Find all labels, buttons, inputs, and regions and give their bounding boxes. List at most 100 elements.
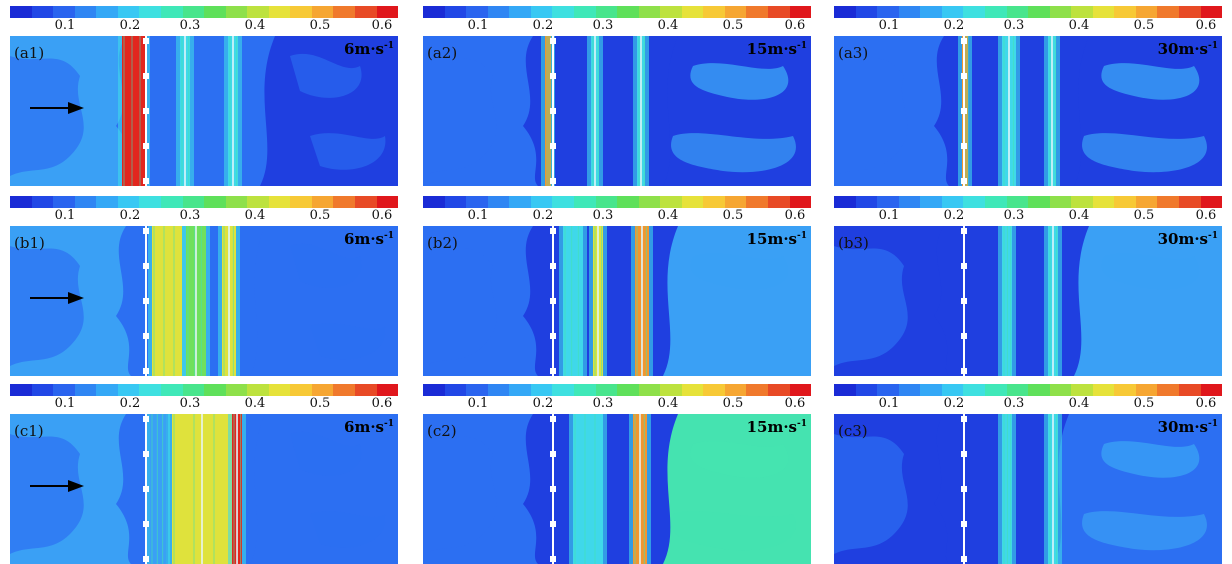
panel-label: (a1) bbox=[14, 44, 45, 62]
colorbar-swatch bbox=[552, 384, 574, 396]
colorbar-tick-label: 0.4 bbox=[1068, 208, 1090, 223]
colorbar-tick-label: 0.3 bbox=[179, 18, 201, 33]
colorbar-swatch bbox=[96, 196, 118, 208]
colorbar-tick-label: 0.2 bbox=[943, 396, 965, 411]
fence-block bbox=[550, 228, 556, 234]
panel-label: (a3) bbox=[838, 44, 869, 62]
colorbar-swatch bbox=[877, 196, 899, 208]
colorbar-ticks: 0.1 0.2 0.3 0.4 0.5 0.6 bbox=[10, 18, 398, 34]
colorbar-swatch bbox=[466, 196, 488, 208]
colorbar-swatch bbox=[573, 384, 596, 396]
colorbar-tick-label: 0.6 bbox=[784, 208, 806, 223]
colorbar-tick-label: 0.2 bbox=[532, 396, 554, 411]
colorbar-swatch bbox=[855, 6, 878, 18]
colorbar-swatch bbox=[638, 384, 661, 396]
colorbar-swatch bbox=[1200, 196, 1223, 208]
colorbar-swatch bbox=[160, 196, 183, 208]
panel-label: (b2) bbox=[427, 234, 458, 252]
colorbar-swatch bbox=[746, 384, 768, 396]
colorbar-swatch bbox=[1028, 196, 1050, 208]
fence-block bbox=[550, 298, 556, 304]
colorbar-swatch bbox=[333, 384, 355, 396]
colorbar bbox=[834, 196, 1223, 208]
fence-block bbox=[143, 451, 149, 457]
canopy-band bbox=[573, 414, 603, 564]
colorbar-swatch bbox=[660, 384, 682, 396]
colorbar-swatch bbox=[963, 196, 985, 208]
fence-block bbox=[961, 178, 967, 184]
colorbar bbox=[10, 196, 399, 208]
colorbar-swatch bbox=[724, 6, 747, 18]
colorbar-swatch bbox=[509, 6, 531, 18]
colorbar-swatch bbox=[552, 6, 574, 18]
colorbar-swatch bbox=[1157, 384, 1179, 396]
colorbar-swatch bbox=[376, 196, 399, 208]
colorbar-tick-label: 0.5 bbox=[722, 396, 744, 411]
colorbar-tick-label: 0.3 bbox=[592, 18, 614, 33]
colorbar-swatch bbox=[898, 6, 921, 18]
colorbar-ticks: 0.1 0.2 0.3 0.4 0.5 0.6 bbox=[10, 208, 398, 224]
fence-block bbox=[550, 333, 556, 339]
canopy-band bbox=[152, 226, 182, 376]
colorbar-swatch bbox=[160, 384, 183, 396]
colorbar-swatch bbox=[139, 196, 161, 208]
colorbar-swatch bbox=[509, 384, 531, 396]
colorbar-swatch bbox=[530, 384, 553, 396]
colorbar-swatch bbox=[1092, 6, 1115, 18]
colorbar-tick-label: 0.2 bbox=[943, 18, 965, 33]
colorbar-swatch bbox=[1179, 384, 1201, 396]
colorbar-tick-label: 0.2 bbox=[532, 208, 554, 223]
colorbar-swatch bbox=[681, 384, 704, 396]
wind-speed-label: 30m·s-1 bbox=[1157, 418, 1218, 436]
canopy-band bbox=[563, 226, 583, 376]
colorbar-swatch bbox=[595, 196, 618, 208]
colorbar-ticks: 0.1 0.2 0.3 0.4 0.5 0.6 bbox=[423, 396, 811, 412]
colorbar bbox=[423, 384, 812, 396]
colorbar-swatch bbox=[53, 196, 75, 208]
colorbar-tick-label: 0.6 bbox=[784, 396, 806, 411]
colorbar-swatch bbox=[834, 6, 856, 18]
colorbar-swatch bbox=[225, 384, 248, 396]
colorbar-tick-label: 0.5 bbox=[309, 208, 331, 223]
colorbar-tick-label: 0.4 bbox=[244, 18, 266, 33]
colorbar-swatch bbox=[834, 196, 856, 208]
fence-block bbox=[550, 143, 556, 149]
fence-block bbox=[143, 228, 149, 234]
colorbar-swatch bbox=[444, 6, 467, 18]
panel-a2: 0.1 0.2 0.3 0.4 0.5 0.6 (a2) 15m·s-1 bbox=[423, 6, 812, 186]
colorbar-tick-label: 0.4 bbox=[244, 208, 266, 223]
fence-block bbox=[143, 368, 149, 374]
colorbar-swatch bbox=[595, 6, 618, 18]
fence-block bbox=[961, 416, 967, 422]
contour-plot bbox=[423, 36, 811, 186]
colorbar bbox=[423, 6, 812, 18]
colorbar-swatch bbox=[573, 6, 596, 18]
colorbar-tick-label: 0.5 bbox=[1133, 208, 1155, 223]
canopy-band bbox=[545, 36, 551, 186]
colorbar-swatch bbox=[1049, 196, 1072, 208]
panel-label: (c2) bbox=[427, 422, 457, 440]
colorbar-swatch bbox=[96, 384, 118, 396]
colorbar-swatch bbox=[855, 384, 878, 396]
colorbar-swatch bbox=[595, 384, 618, 396]
colorbar-swatch bbox=[617, 196, 639, 208]
contour-field bbox=[834, 226, 1222, 376]
panel-c3: 0.1 0.2 0.3 0.4 0.5 0.6 (c3) 30m·s-1 bbox=[834, 384, 1223, 564]
colorbar-swatch bbox=[10, 384, 32, 396]
colorbar-swatch bbox=[74, 196, 97, 208]
colorbar-swatch bbox=[1135, 196, 1158, 208]
colorbar-swatch bbox=[1071, 6, 1093, 18]
fence-block bbox=[143, 108, 149, 114]
colorbar-swatch bbox=[768, 6, 790, 18]
colorbar-swatch bbox=[487, 384, 510, 396]
colorbar-swatch bbox=[423, 6, 445, 18]
colorbar-swatch bbox=[681, 196, 704, 208]
colorbar-swatch bbox=[268, 196, 291, 208]
panel-a1: 0.1 0.2 0.3 0.4 0.5 0.6 (a1) 6m·s-1 bbox=[10, 6, 399, 186]
fence-block bbox=[143, 73, 149, 79]
wind-speed-label: 15m·s-1 bbox=[746, 418, 807, 436]
colorbar-tick-label: 0.6 bbox=[1195, 396, 1217, 411]
colorbar-tick-label: 0.2 bbox=[119, 396, 141, 411]
fence-block bbox=[143, 486, 149, 492]
colorbar-swatch bbox=[31, 6, 54, 18]
